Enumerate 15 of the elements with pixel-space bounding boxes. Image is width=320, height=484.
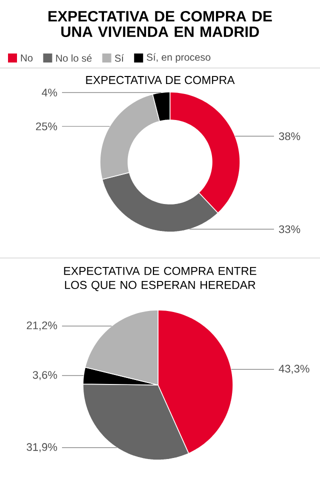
data-label: 4% <box>42 88 58 96</box>
legend-label: No <box>21 54 33 62</box>
data-label: 38% <box>278 132 300 140</box>
text: EXPECTATIVA DE COMPRA <box>86 76 235 84</box>
chart-title: EXPECTATIVA DE COMPRA ENTRE LOS QUE NO ESPERAN HEREDAR <box>64 266 256 292</box>
data-label: 21,2% <box>26 322 58 331</box>
legend-label: Sí <box>114 54 124 62</box>
data-label: 31,9% <box>26 443 58 452</box>
data-label: 3,6% <box>32 371 58 380</box>
data-label: 25% <box>36 122 58 130</box>
chart-title: EXPECTATIVA DE COMPRA DE UNA VIVIENDA EN MADRID <box>48 10 272 38</box>
data-label: 43,3% <box>278 364 310 374</box>
data-label: 33% <box>278 225 300 234</box>
legend-label: Sí, en proceso <box>146 53 210 63</box>
legend-label: No lo sé <box>56 54 92 62</box>
